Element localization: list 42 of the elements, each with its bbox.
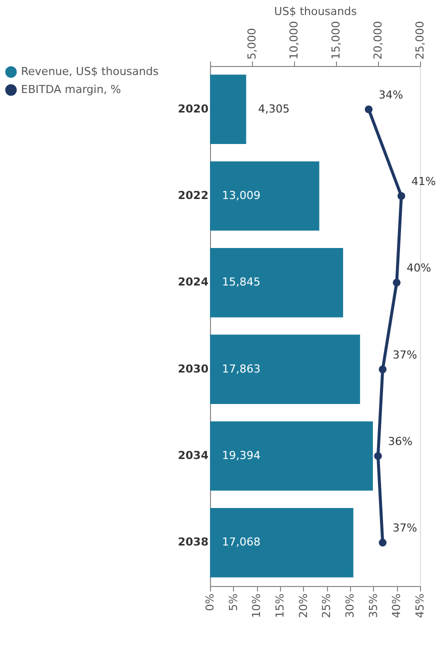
x2-tick-label: 25,000 (414, 21, 426, 60)
point (364, 105, 373, 114)
x2-tick-label: 5,000 (246, 28, 258, 60)
data-label: 15,845 (222, 276, 260, 289)
x2-tick-label: 20,000 (372, 21, 384, 60)
x-tick-label: 35% (366, 594, 380, 618)
point (392, 278, 401, 287)
data-label: 19,394 (222, 449, 260, 462)
data-label: 40% (406, 262, 432, 275)
x-tick-label: 5% (226, 594, 240, 611)
y-tick-label: 2024 (178, 276, 209, 289)
y-tick-label: 2038 (178, 536, 208, 549)
data-label: 17,863 (222, 362, 260, 376)
data-label: 13,009 (222, 189, 260, 202)
x-tick-label: 25% (320, 594, 334, 618)
data-label: 34% (378, 88, 404, 102)
legend-label: Revenue, US$ thousands (21, 65, 159, 78)
data-label: 17,068 (222, 536, 260, 549)
data-label: 37% (392, 348, 418, 362)
x2-tick-label: 15,000 (330, 21, 342, 60)
x-tick-label: 45% (414, 594, 426, 618)
y-tick-label: 2020 (178, 102, 209, 116)
x2-axis-title: US$ thousands (274, 5, 358, 18)
data-label: 36% (388, 435, 412, 448)
point (374, 452, 382, 460)
point (378, 365, 387, 374)
y-tick-label: 2034 (178, 449, 209, 462)
x2-tick-label: 10,000 (288, 21, 300, 60)
point (397, 192, 406, 200)
x-tick-label: 20% (296, 594, 310, 618)
x-tick-label: 40% (390, 594, 404, 618)
data-label: 37% (392, 522, 418, 535)
y-tick-label: 2022 (178, 189, 208, 202)
data-label: 4,305 (258, 102, 290, 116)
data-label: 41% (411, 175, 436, 188)
y-tick-label: 2030 (178, 362, 209, 376)
point (378, 538, 387, 547)
x-tick-label: 10% (250, 594, 264, 618)
x-tick-label: 30% (344, 594, 356, 618)
x-tick-label: 0% (204, 594, 216, 611)
x-tick-label: 15% (274, 594, 286, 618)
legend-label: EBITDA margin, % (21, 83, 121, 96)
